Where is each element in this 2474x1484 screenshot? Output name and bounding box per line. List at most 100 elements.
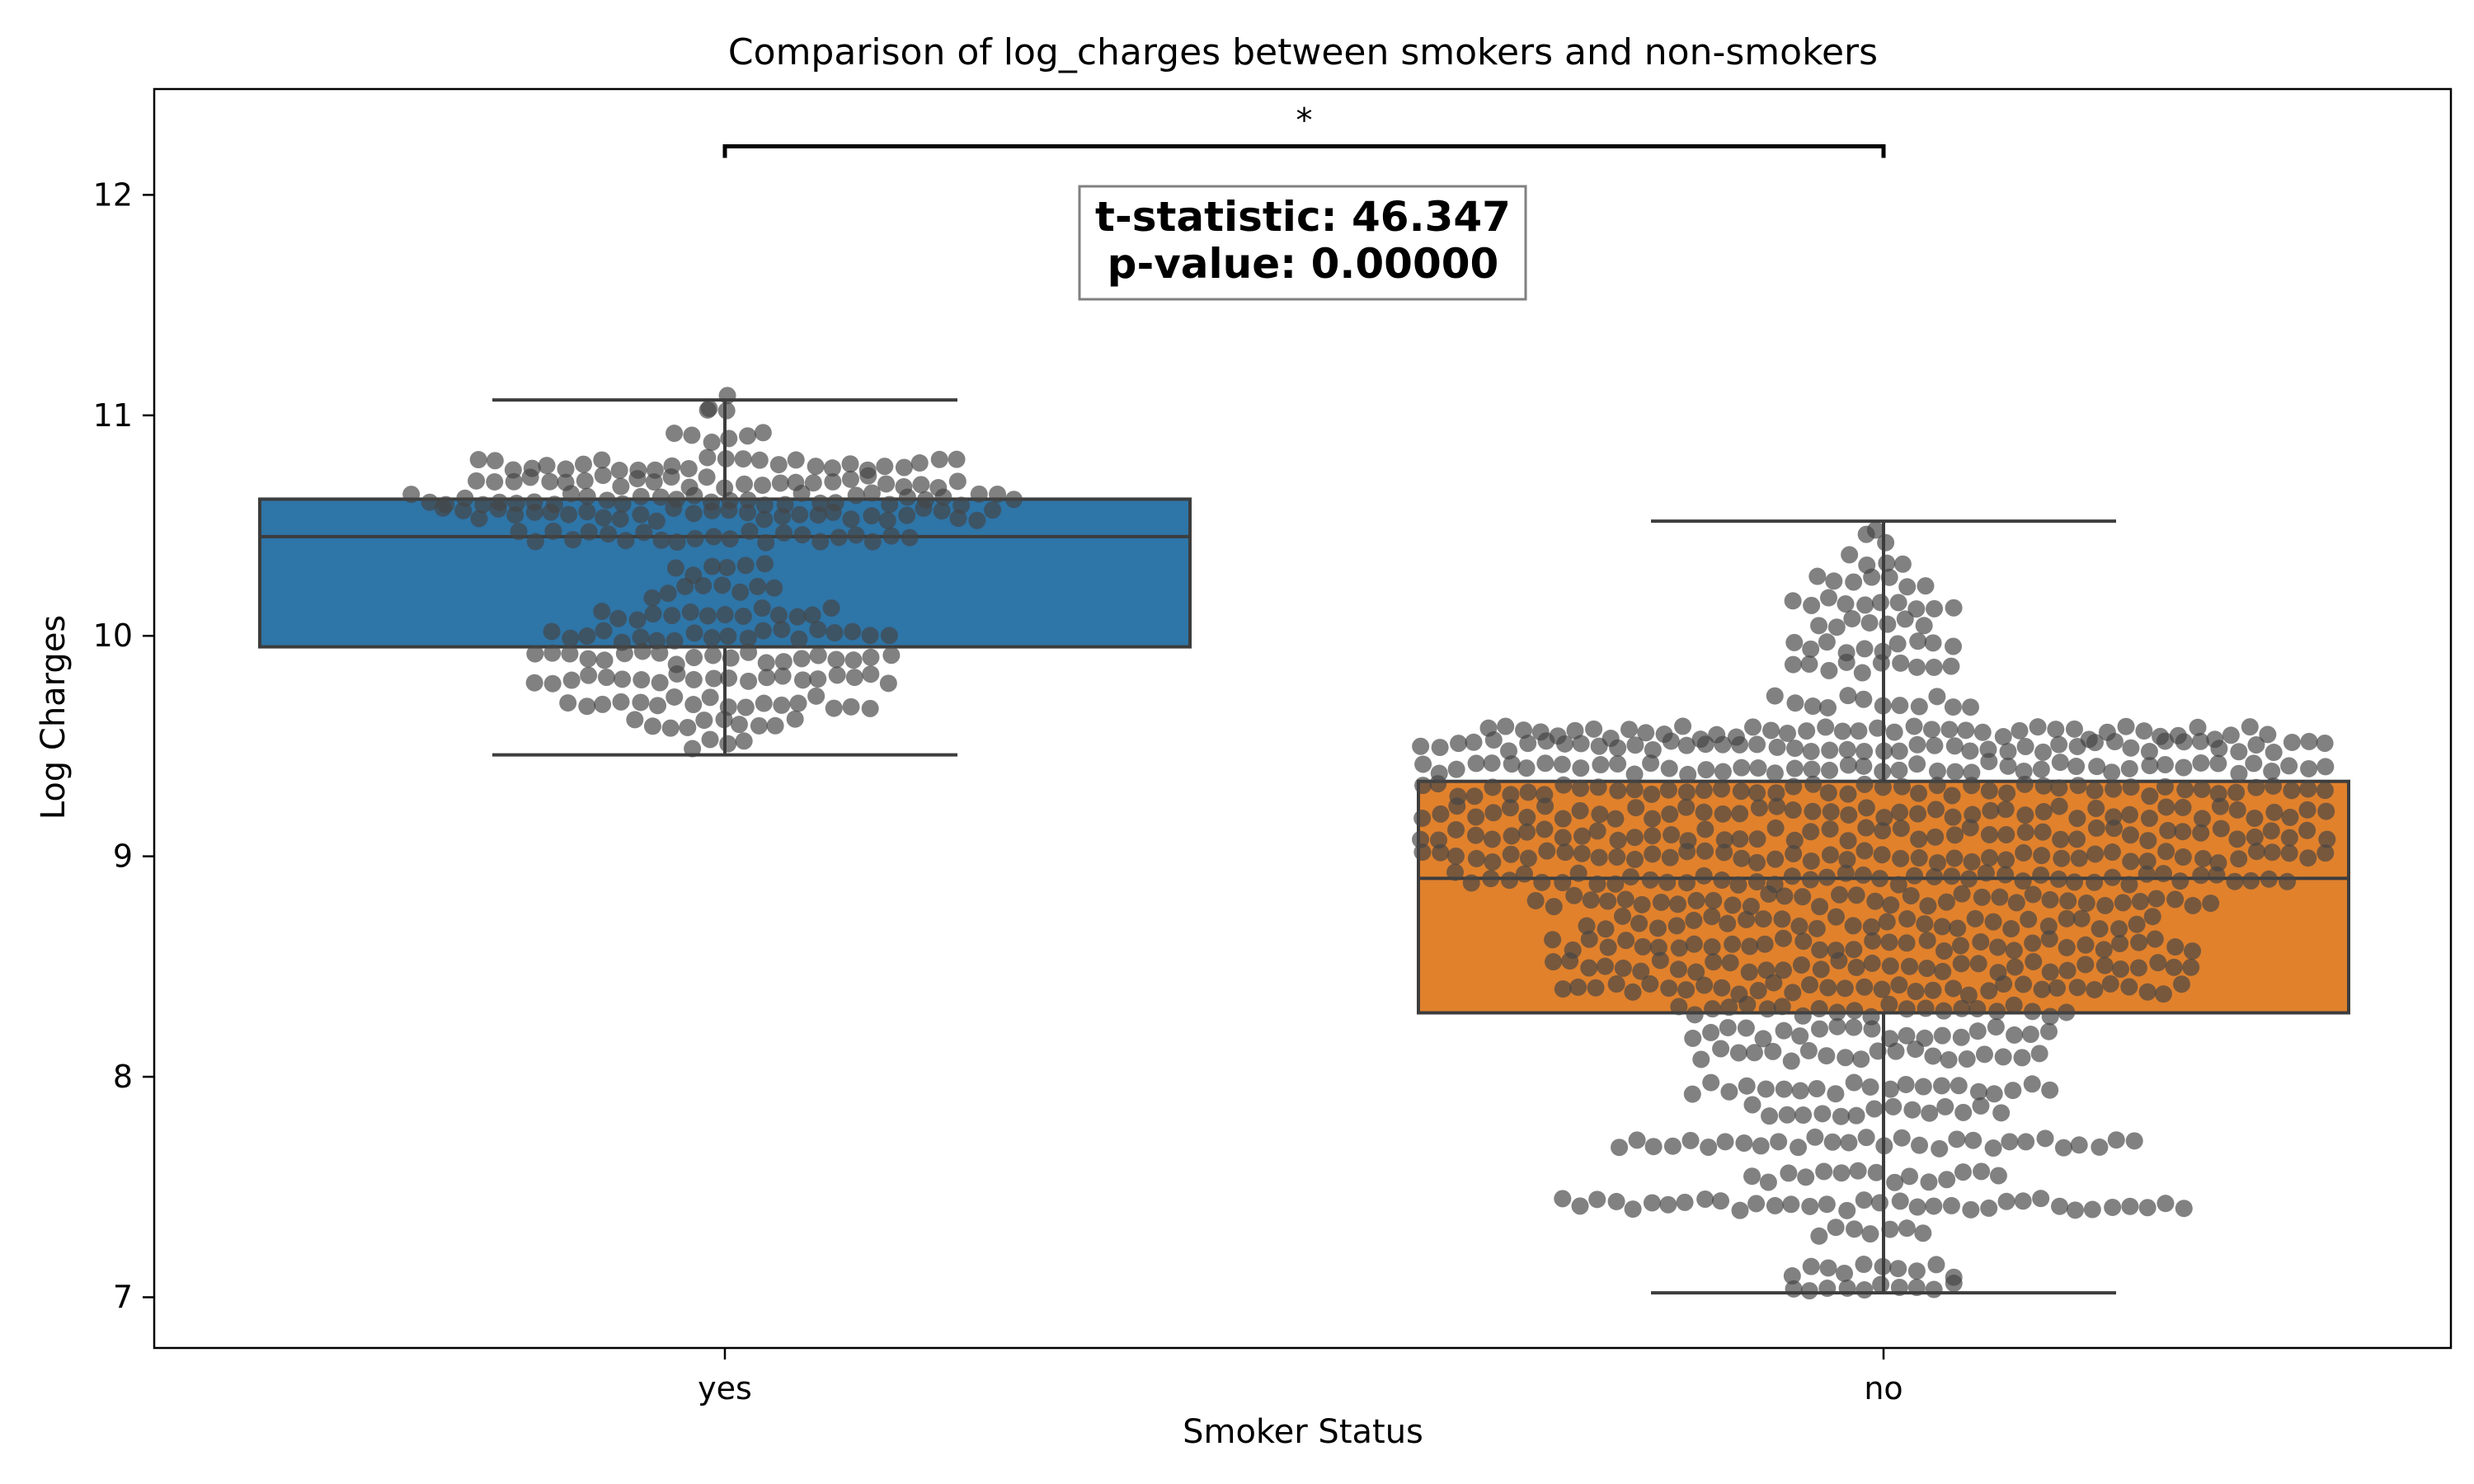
- swarm-point: [486, 472, 504, 491]
- swarm-point: [718, 387, 736, 405]
- swarm-point: [1738, 1077, 1756, 1095]
- swarm-point: [720, 669, 738, 687]
- swarm-point: [1953, 885, 1971, 903]
- swarm-point: [1891, 803, 1909, 821]
- swarm-point: [1951, 937, 1969, 955]
- swarm-point: [2184, 942, 2202, 960]
- swarm-point: [739, 427, 757, 445]
- swarm-point: [2030, 1045, 2048, 1063]
- swarm-point: [2053, 849, 2071, 867]
- swarm-point: [2067, 758, 2086, 776]
- swarm-point: [1870, 870, 1888, 888]
- swarm-point: [2263, 843, 2281, 862]
- swarm-point: [2202, 895, 2220, 913]
- swarm-point: [2114, 894, 2132, 912]
- swarm-point: [1738, 910, 1756, 928]
- swarm-point: [2120, 876, 2138, 894]
- swarm-point: [1972, 932, 1990, 951]
- swarm-point: [684, 670, 703, 688]
- swarm-point: [1909, 632, 1927, 650]
- swarm-point: [1916, 915, 1934, 933]
- swarm-point: [1942, 1196, 1960, 1214]
- swarm-point: [878, 511, 896, 529]
- swarm-point: [2054, 1139, 2072, 1157]
- swarm-point: [684, 696, 703, 714]
- swarm-point: [1831, 885, 1849, 904]
- swarm-point: [1827, 618, 1846, 636]
- swarm-point: [1985, 1085, 2003, 1103]
- swarm-point: [791, 505, 809, 524]
- swarm-point: [970, 485, 988, 503]
- swarm-point: [491, 493, 509, 511]
- swarm-point: [1754, 910, 1772, 928]
- swarm-point: [1692, 1050, 1710, 1068]
- swarm-point: [559, 694, 577, 712]
- swarm-point: [1749, 981, 1767, 999]
- swarm-point: [1633, 895, 1651, 913]
- swarm-point: [643, 589, 661, 607]
- swarm-point: [2004, 1082, 2022, 1100]
- swarm-point: [1940, 1051, 1958, 1069]
- swarm-point: [701, 730, 719, 749]
- swarm-point: [1414, 777, 1432, 795]
- swarm-point: [1549, 727, 1567, 745]
- swarm-point: [2174, 848, 2192, 866]
- swarm-point: [1655, 726, 1673, 744]
- swarm-point: [2072, 909, 2091, 928]
- swarm-point: [847, 526, 865, 544]
- swarm-point: [1467, 808, 1485, 826]
- swarm-point: [1946, 763, 1964, 781]
- swarm-point: [830, 528, 848, 547]
- swarm-point: [984, 501, 1002, 519]
- swarm-point: [1856, 842, 1874, 860]
- swarm-point: [1961, 742, 1979, 760]
- swarm-point: [617, 532, 635, 550]
- swarm-point: [2066, 1201, 2084, 1219]
- swarm-point: [2280, 844, 2298, 862]
- swarm-point: [1915, 617, 1933, 635]
- x-axis-label: Smoker Status: [1183, 1413, 1423, 1451]
- swarm-point: [1943, 867, 1961, 885]
- swarm-point: [2034, 743, 2052, 761]
- swarm-point: [862, 665, 880, 683]
- swarm-point: [765, 579, 783, 597]
- swarm-point: [2246, 809, 2264, 827]
- swarm-point: [1989, 1167, 2007, 1185]
- swarm-point: [1881, 1220, 1899, 1238]
- swarm-point: [1810, 1227, 1828, 1245]
- swarm-point: [1963, 777, 1981, 795]
- swarm-point: [1819, 698, 1837, 716]
- swarm-point: [597, 669, 615, 687]
- swarm-point: [841, 455, 859, 473]
- swarm-point: [2001, 1133, 2019, 1151]
- swarm-point: [2117, 717, 2135, 735]
- swarm-point: [1785, 831, 1804, 849]
- swarm-point: [1766, 850, 1785, 868]
- swarm-point: [1798, 722, 1816, 740]
- swarm-point: [1526, 891, 1545, 909]
- swarm-point: [1519, 783, 1537, 801]
- y-tick-label: 7: [113, 1279, 133, 1315]
- swarm-point: [1766, 687, 1784, 705]
- swarm-point: [1918, 960, 1936, 978]
- swarm-point: [1783, 867, 1801, 885]
- swarm-point: [1571, 779, 1589, 797]
- swarm-point: [895, 458, 913, 477]
- swarm-point: [1980, 1199, 1998, 1217]
- swarm-point: [1838, 851, 1856, 869]
- swarm-point: [561, 645, 579, 663]
- swarm-point: [1705, 891, 1723, 909]
- swarm-point: [2138, 865, 2156, 883]
- swarm-point: [1732, 782, 1750, 801]
- swarm-point: [1874, 778, 1892, 796]
- swarm-point: [789, 694, 807, 712]
- swarm-point: [1914, 1078, 1932, 1096]
- swarm-point: [2095, 941, 2113, 959]
- swarm-point: [2015, 975, 2033, 993]
- swarm-point: [2033, 980, 2051, 998]
- swarm-point: [612, 693, 630, 711]
- swarm-point: [755, 510, 774, 528]
- y-tick-label: 10: [93, 618, 133, 654]
- swarm-point: [1945, 849, 1964, 867]
- swarm-point: [2140, 743, 2158, 761]
